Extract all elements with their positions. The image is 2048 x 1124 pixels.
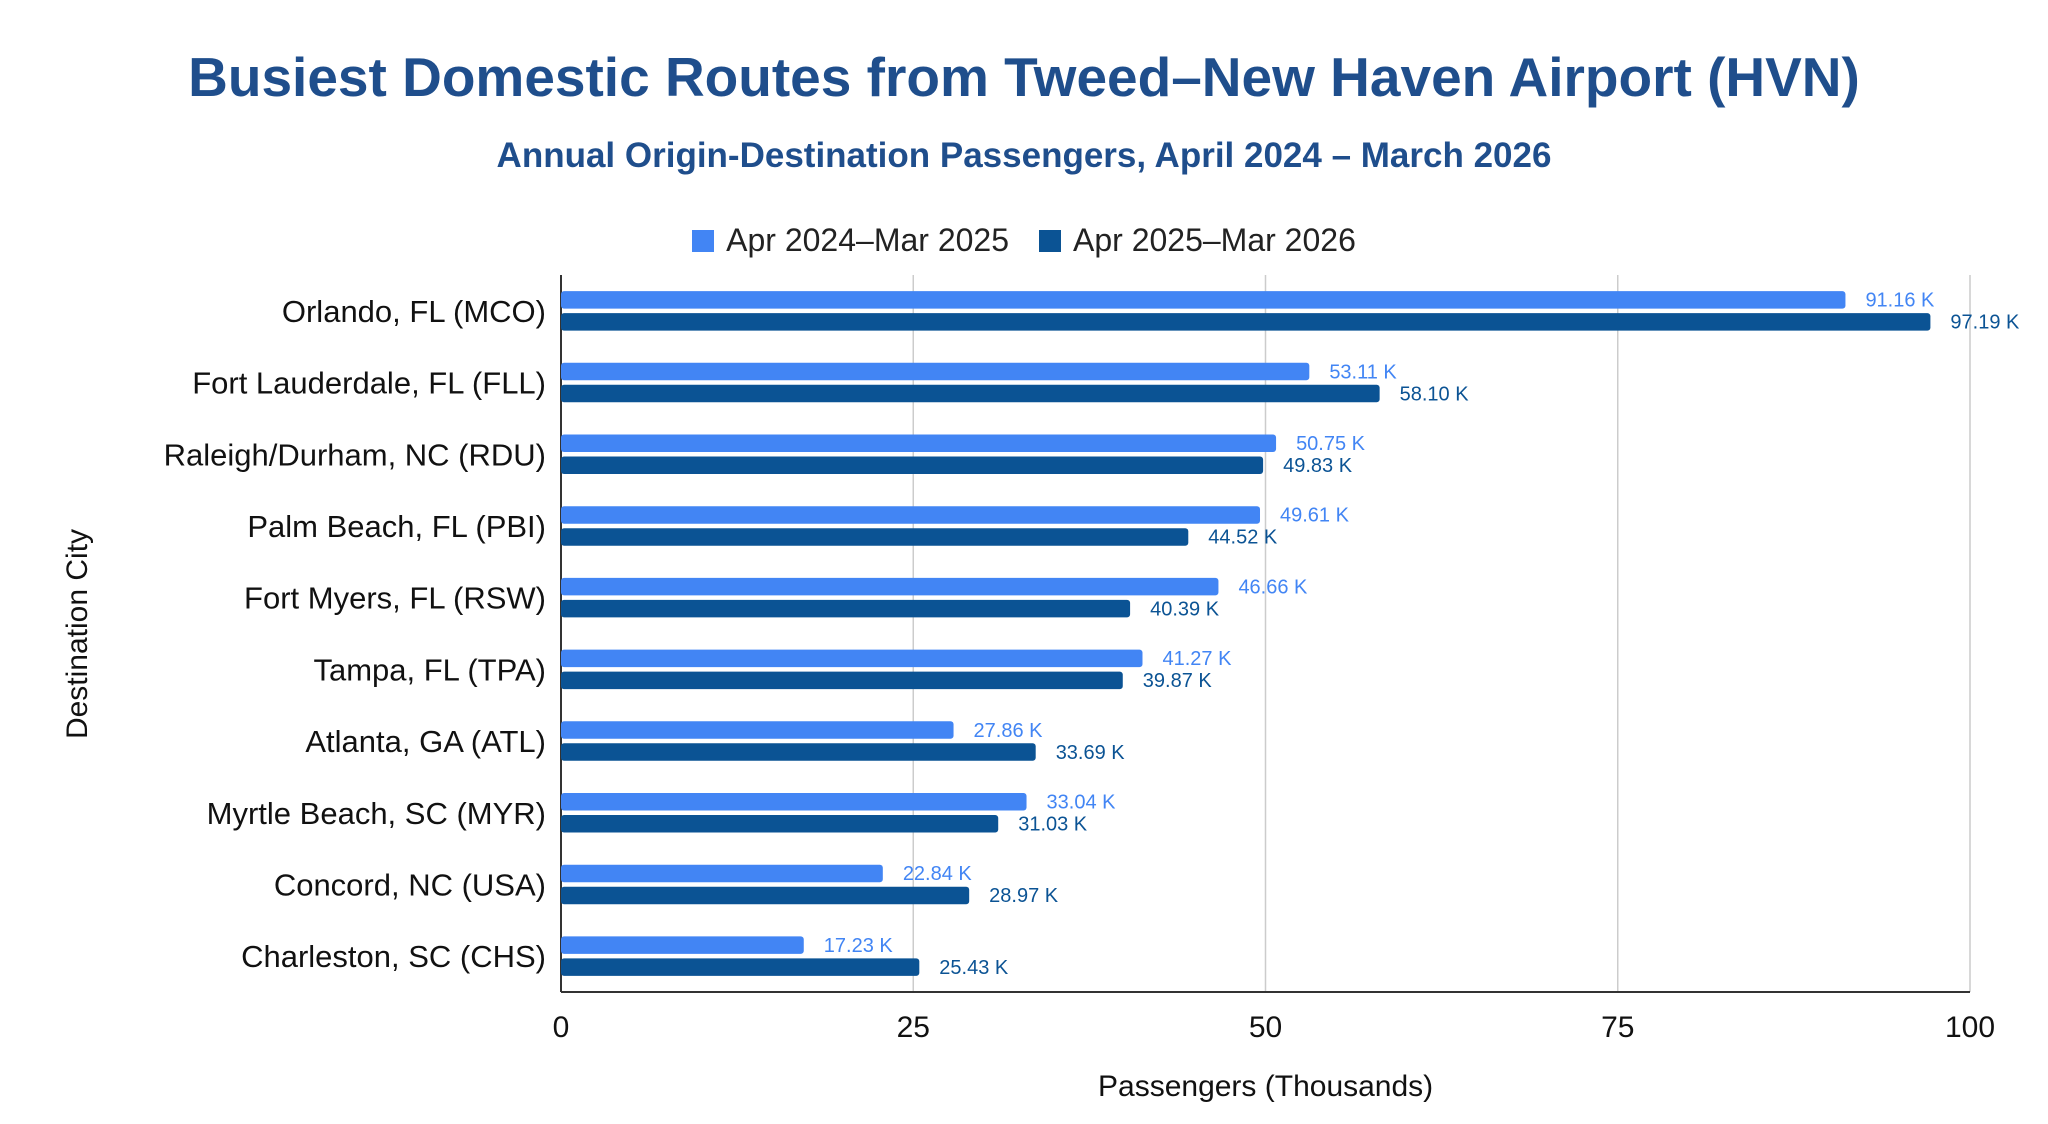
legend: Apr 2024–Mar 2025 Apr 2025–Mar 2026 (0, 222, 2048, 259)
chart-title: Busiest Domestic Routes from Tweed–New H… (188, 46, 1860, 108)
bar-series-1-9 (561, 864, 883, 883)
bar-series-1-4 (561, 506, 1261, 524)
data-label-series-1-5: 46.66 K (1238, 576, 1308, 598)
legend-swatch-series-2 (1039, 229, 1061, 252)
bar-series-2-10 (561, 958, 920, 976)
category-label-9: Concord, NC (USA) (274, 867, 546, 902)
x-axis-title: Passengers (Thousands) (1098, 1070, 1434, 1103)
data-label-series-1-1: 91.16 K (1865, 290, 1935, 312)
data-label-series-1-3: 50.75 K (1296, 433, 1366, 455)
category-label-8: Myrtle Beach, SC (MYR) (207, 796, 546, 831)
data-label-series-2-9: 28.97 K (989, 885, 1059, 907)
data-label-series-2-3: 49.83 K (1283, 455, 1353, 477)
data-label-series-1-7: 27.86 K (974, 720, 1044, 742)
data-label-series-2-6: 39.87 K (1143, 670, 1213, 692)
data-label-series-1-8: 33.04 K (1047, 792, 1117, 814)
category-label-7: Atlanta, GA (ATL) (305, 724, 546, 759)
data-label-series-1-4: 49.61 K (1280, 505, 1350, 527)
chart-subtitle: Annual Origin-Destination Passengers, Ap… (496, 136, 1552, 175)
data-label-series-1-2: 53.11 K (1329, 361, 1397, 383)
bar-series-1-10 (561, 936, 804, 954)
bar-series-2-1 (561, 313, 1931, 331)
category-label-1: Orlando, FL (MCO) (282, 294, 546, 329)
data-label-series-2-2: 58.10 K (1400, 383, 1470, 405)
bar-series-2-4 (561, 528, 1189, 546)
category-label-2: Fort Lauderdale, FL (FLL) (192, 366, 546, 401)
bar-series-2-3 (561, 456, 1264, 474)
data-label-series-2-8: 31.03 K (1018, 814, 1088, 836)
bar-series-1-5 (561, 577, 1219, 596)
x-tick-label-100: 100 (1945, 1011, 1995, 1044)
bar-series-1-2 (561, 362, 1310, 381)
bar-series-1-8 (561, 793, 1027, 811)
bar-series-1-7 (561, 721, 954, 739)
bar-series-2-5 (561, 599, 1131, 618)
x-tick-label-0: 0 (553, 1011, 570, 1044)
bar-series-2-8 (561, 815, 999, 833)
bar-series-2-6 (561, 671, 1123, 690)
legend-item-series-1[interactable]: Apr 2024–Mar 2025 (692, 222, 1009, 259)
category-label-10: Charleston, SC (CHS) (241, 939, 546, 974)
bar-series-1-6 (561, 649, 1143, 668)
category-label-6: Tampa, FL (TPA) (313, 652, 546, 687)
data-label-series-2-7: 33.69 K (1056, 742, 1126, 764)
x-tick-label-50: 50 (1249, 1011, 1282, 1044)
legend-item-series-2[interactable]: Apr 2025–Mar 2026 (1039, 222, 1356, 259)
category-label-4: Palm Beach, FL (PBI) (247, 509, 546, 544)
bar-series-1-3 (561, 434, 1277, 452)
y-axis-title: Destination City (61, 528, 95, 739)
data-label-series-1-10: 17.23 K (824, 935, 894, 957)
category-label-3: Raleigh/Durham, NC (RDU) (164, 437, 546, 472)
legend-label-series-1: Apr 2024–Mar 2025 (726, 222, 1009, 258)
data-label-series-2-4: 44.52 K (1208, 527, 1278, 549)
bar-series-1-1 (561, 291, 1846, 309)
legend-label-series-2: Apr 2025–Mar 2026 (1073, 222, 1356, 258)
bar-series-2-2 (561, 384, 1380, 403)
category-label-5: Fort Myers, FL (RSW) (244, 581, 546, 616)
data-label-series-2-5: 40.39 K (1150, 598, 1220, 620)
bar-series-2-7 (561, 743, 1036, 761)
data-label-series-2-1: 97.19 K (1950, 312, 2020, 334)
bar-series-2-9 (561, 886, 970, 905)
data-label-series-2-10: 25.43 K (939, 957, 1009, 979)
data-label-series-1-6: 41.27 K (1162, 648, 1232, 670)
data-label-series-1-9: 22.84 K (903, 863, 973, 885)
x-tick-label-25: 25 (897, 1011, 930, 1044)
x-tick-label-75: 75 (1601, 1011, 1634, 1044)
legend-swatch-series-1 (692, 229, 715, 252)
